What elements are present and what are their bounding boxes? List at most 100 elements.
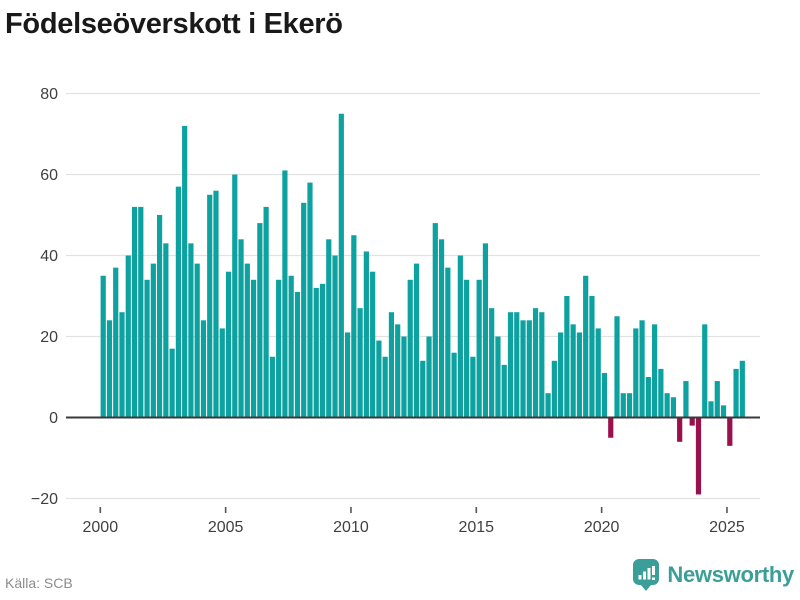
bar-2007-q1: 2007 Q1: 34 xyxy=(276,279,282,418)
bar-2012-q3: 2012 Q3: 38 xyxy=(413,263,420,418)
bar-2001-q2: 2001 Q2: 52 xyxy=(131,206,138,418)
y-axis-label: −20 xyxy=(31,491,58,508)
y-axis-label: 80 xyxy=(40,86,58,103)
bar-2017-q2: 2017 Q2: 27 xyxy=(532,308,539,418)
bar-2016-q4: 2016 Q4: 24 xyxy=(520,320,526,418)
x-axis-label: 2025 xyxy=(709,519,745,536)
bar-2008-q1: 2008 Q1: 53 xyxy=(301,202,307,418)
bar-2023-q1: 2023 Q1: -6 xyxy=(677,417,683,442)
x-axis-label: 2010 xyxy=(333,519,369,536)
x-axis-label: 2005 xyxy=(208,519,244,536)
bar-2012-q2: 2012 Q2: 34 xyxy=(407,279,413,418)
bar-2004-q1: 2004 Q1: 24 xyxy=(200,320,207,418)
bar-2016-q3: 2016 Q3: 26 xyxy=(514,312,520,418)
bar-2006-q1: 2006 Q1: 34 xyxy=(250,279,257,418)
bar-2017-q3: 2017 Q3: 26 xyxy=(539,312,545,418)
bar-2022-q2: 2022 Q2: 12 xyxy=(658,368,664,418)
bar-2021-q3: 2021 Q3: 24 xyxy=(639,320,645,418)
bar-2023-q4: 2023 Q4: -19 xyxy=(695,417,702,495)
bar-2009-q2: 2009 Q2: 40 xyxy=(332,255,338,418)
bar-2024-q1: 2024 Q1: 23 xyxy=(702,324,708,418)
brand-name: Newsworthy xyxy=(667,562,794,587)
bar-2016-q2: 2016 Q2: 26 xyxy=(507,312,514,418)
bar-2006-q2: 2006 Q2: 48 xyxy=(257,223,263,418)
bar-2021-q1: 2021 Q1: 6 xyxy=(626,393,633,418)
y-axis-label: 60 xyxy=(40,167,58,184)
bar-2006-q4: 2006 Q4: 15 xyxy=(269,356,275,418)
bar-2009-q4: 2009 Q4: 21 xyxy=(344,332,351,418)
bar-2005-q2: 2005 Q2: 60 xyxy=(232,174,238,418)
bar-2001-q3: 2001 Q3: 52 xyxy=(138,206,144,418)
bar-2024-q2: 2024 Q2: 4 xyxy=(708,401,714,418)
bar-2024-q3: 2024 Q3: 9 xyxy=(714,381,720,418)
bar-2000-q3: 2000 Q3: 37 xyxy=(113,267,119,418)
bar-chart-bubble-icon xyxy=(633,559,660,591)
bar-2001-q1: 2001 Q1: 40 xyxy=(125,255,131,418)
bar-2019-q3: 2019 Q3: 30 xyxy=(589,296,595,418)
bar-2015-q1: 2015 Q1: 34 xyxy=(476,279,482,418)
bar-2015-q3: 2015 Q3: 27 xyxy=(489,308,495,418)
bar-2008-q4: 2008 Q4: 33 xyxy=(319,283,326,418)
bar-2020-q1: 2020 Q1: 11 xyxy=(601,372,608,418)
bar-2011-q2: 2011 Q2: 15 xyxy=(382,356,388,418)
bar-2000-q4: 2000 Q4: 26 xyxy=(119,312,125,418)
bar-2006-q3: 2006 Q3: 52 xyxy=(263,206,269,418)
bar-2022-q1: 2022 Q1: 23 xyxy=(652,324,658,418)
bar-2009-q1: 2009 Q1: 44 xyxy=(326,239,332,418)
newsworthy-logo[interactable]: Newsworthy xyxy=(632,558,794,592)
bar-2004-q2: 2004 Q2: 55 xyxy=(207,194,213,418)
bar-2020-q2: 2020 Q2: -5 xyxy=(608,417,614,438)
x-axis-label: 2000 xyxy=(83,519,119,536)
bar-2017-q4: 2017 Q4: 6 xyxy=(545,393,551,418)
bar-2013-q2: 2013 Q2: 48 xyxy=(432,223,438,418)
bar-2023-q2: 2023 Q2: 9 xyxy=(683,381,689,418)
y-axis-label: 20 xyxy=(40,329,58,346)
bar-2015-q2: 2015 Q2: 43 xyxy=(482,243,489,418)
bar-2011-q3: 2011 Q3: 26 xyxy=(388,312,395,418)
bar-2000-q2: 2000 Q2: 24 xyxy=(106,320,113,418)
bar-2017-q1: 2017 Q1: 24 xyxy=(526,320,532,418)
bar-2018-q4: 2018 Q4: 23 xyxy=(570,324,576,418)
bar-2004-q4: 2004 Q4: 22 xyxy=(219,328,225,418)
y-axis-label: 40 xyxy=(40,248,58,265)
bar-2024-q4: 2024 Q4: 3 xyxy=(720,405,727,418)
bar-2011-q1: 2011 Q1: 19 xyxy=(376,340,382,418)
bar-2019-q2: 2019 Q2: 35 xyxy=(583,275,589,418)
bar-2020-q4: 2020 Q4: 6 xyxy=(620,393,626,418)
bar-2003-q2: 2003 Q2: 72 xyxy=(182,125,188,418)
bar-2010-q3: 2010 Q3: 41 xyxy=(363,251,369,418)
bar-2013-q4: 2013 Q4: 37 xyxy=(445,267,451,418)
bar-2013-q1: 2013 Q1: 20 xyxy=(426,336,432,418)
bar-2013-q3: 2013 Q3: 44 xyxy=(438,239,445,418)
x-axis-label: 2020 xyxy=(584,519,620,536)
bar-2020-q3: 2020 Q3: 25 xyxy=(614,316,620,418)
bar-2016-q1: 2016 Q1: 13 xyxy=(501,364,507,418)
bar-2010-q4: 2010 Q4: 36 xyxy=(370,271,376,418)
bar-2018-q1: 2018 Q1: 14 xyxy=(551,360,557,418)
bar-2025-q1: 2025 Q1: -7 xyxy=(727,417,733,446)
bar-2005-q4: 2005 Q4: 38 xyxy=(244,263,250,418)
bar-2005-q1: 2005 Q1: 36 xyxy=(225,271,232,418)
bar-2003-q3: 2003 Q3: 43 xyxy=(188,243,194,418)
bar-2010-q1: 2010 Q1: 45 xyxy=(351,235,357,418)
bar-2023-q3: 2023 Q3: -2 xyxy=(689,417,695,426)
bar-2000-q1: 2000 Q1: 35 xyxy=(100,275,106,418)
bar-2022-q4: 2022 Q4: 5 xyxy=(670,397,677,418)
bar-2019-q4: 2019 Q4: 22 xyxy=(595,328,601,418)
bar-2010-q2: 2010 Q2: 27 xyxy=(357,308,363,418)
bar-2018-q2: 2018 Q2: 21 xyxy=(558,332,564,418)
bar-2005-q3: 2005 Q3: 44 xyxy=(238,239,244,418)
bar-2003-q1: 2003 Q1: 57 xyxy=(175,186,181,418)
bar-2009-q3: 2009 Q3: 75 xyxy=(338,113,344,418)
y-axis-label: 0 xyxy=(49,410,58,427)
bar-2012-q4: 2012 Q4: 14 xyxy=(420,360,426,418)
bar-2012-q1: 2012 Q1: 20 xyxy=(401,336,407,418)
bar-2003-q4: 2003 Q4: 38 xyxy=(194,263,200,418)
bar-2014-q4: 2014 Q4: 15 xyxy=(470,356,476,418)
bar-2021-q4: 2021 Q4: 10 xyxy=(645,377,651,418)
